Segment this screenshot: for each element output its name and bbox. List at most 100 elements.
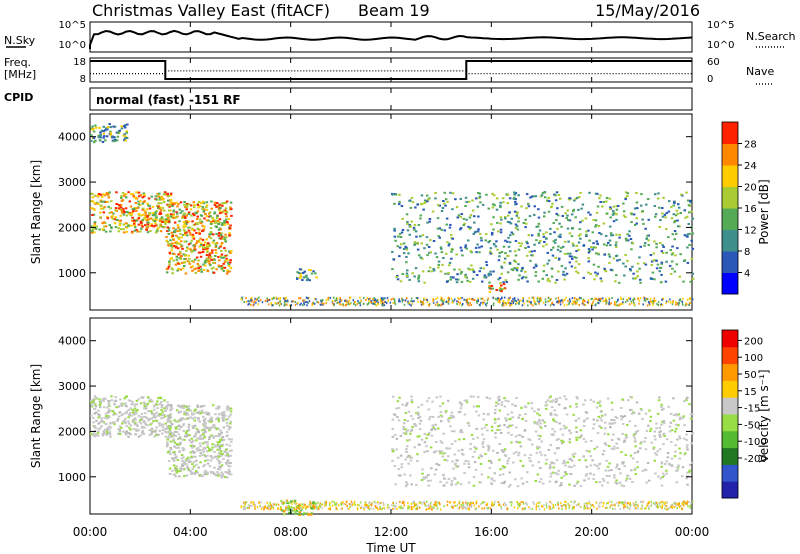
echo-cell (636, 270, 639, 273)
echo-cell (588, 250, 591, 252)
echo-cell (170, 244, 173, 247)
echo-cell (124, 135, 128, 138)
echo-cell (172, 214, 175, 217)
echo-cell (674, 444, 677, 447)
echo-cell (217, 435, 220, 438)
clutter-cell (573, 507, 575, 510)
echo-cell (649, 427, 653, 430)
echo-cell (670, 217, 674, 220)
clutter-cell (333, 304, 335, 307)
echo-cell (299, 277, 302, 279)
echo-cell (669, 249, 672, 251)
echo-cell (229, 224, 232, 227)
echo-cell (628, 408, 632, 411)
clutter-cell (468, 297, 470, 300)
echo-cell (658, 396, 661, 399)
clutter-cell (247, 303, 249, 306)
echo-cell (487, 413, 490, 416)
echo-cell (109, 426, 113, 429)
echo-cell (539, 422, 542, 425)
clutter-cell (283, 300, 286, 303)
clutter-cell (429, 503, 432, 506)
echo-cell (197, 429, 200, 432)
echo-cell (442, 474, 445, 477)
clutter-cell (317, 301, 320, 304)
echo-cell (93, 395, 96, 398)
echo-cell (574, 216, 577, 219)
echo-cell (131, 411, 135, 414)
echo-cell (214, 252, 218, 254)
echo-cell (677, 225, 680, 228)
clutter-cell (672, 300, 674, 303)
echo-cell (500, 401, 504, 404)
echo-cell (595, 224, 598, 227)
clutter-cell (339, 303, 341, 306)
echo-cell (91, 192, 94, 195)
echo-cell (100, 129, 104, 132)
echo-cell (640, 204, 643, 207)
clutter-cell (325, 299, 328, 302)
echo-cell (587, 477, 590, 480)
echo-cell (144, 416, 147, 418)
clutter-cell (675, 504, 677, 507)
clutter-cell (459, 301, 461, 304)
echo-cell (689, 280, 692, 283)
echo-cell (425, 437, 428, 440)
echo-cell (514, 451, 518, 454)
clutter-cell (384, 297, 386, 300)
echo-cell (597, 225, 601, 227)
echo-cell (530, 234, 534, 237)
echo-cell (416, 241, 419, 244)
echo-cell (203, 419, 206, 422)
echo-cell (220, 256, 223, 259)
echo-cell (405, 448, 408, 450)
clutter-cell (648, 501, 650, 504)
clutter-cell (391, 504, 393, 507)
echo-cell (99, 204, 102, 207)
echo-cell (525, 254, 529, 257)
echo-cell (210, 471, 213, 474)
clutter-cell (503, 296, 506, 299)
echo-cell (184, 432, 188, 435)
echo-cell (136, 207, 139, 210)
echo-cell (217, 264, 221, 267)
echo-cell (598, 481, 602, 484)
echo-cell (145, 208, 149, 211)
echo-cell (438, 236, 441, 239)
echo-cell (601, 453, 605, 456)
echo-cell (281, 509, 284, 512)
echo-cell (218, 462, 221, 465)
clutter-cell (527, 506, 530, 509)
clutter-cell (336, 301, 338, 304)
clutter-cell (622, 298, 624, 301)
echo-cell (220, 235, 224, 238)
clutter-cell (375, 506, 377, 509)
echo-cell (398, 255, 401, 258)
echo-cell (137, 435, 141, 438)
echo-cell (158, 213, 161, 216)
echo-cell (133, 229, 137, 232)
echo-cell (618, 236, 621, 239)
echo-cell (205, 215, 209, 218)
echo-cell (106, 427, 109, 430)
echo-cell (673, 201, 676, 204)
echo-cell (582, 420, 586, 423)
echo-cell (431, 400, 434, 403)
echo-cell (475, 197, 478, 200)
echo-cell (118, 224, 121, 227)
echo-cell (464, 244, 468, 247)
echo-cell (690, 257, 694, 260)
echo-cell (688, 244, 691, 246)
echo-cell (534, 430, 538, 433)
echo-cell (168, 260, 171, 263)
echo-cell (202, 405, 205, 408)
echo-cell (138, 195, 141, 198)
echo-cell (538, 425, 542, 428)
echo-cell (438, 227, 442, 230)
echo-cell (209, 222, 213, 225)
echo-cell (199, 405, 203, 408)
echo-cell (229, 450, 232, 452)
echo-cell (609, 232, 613, 235)
echo-cell (475, 410, 478, 413)
